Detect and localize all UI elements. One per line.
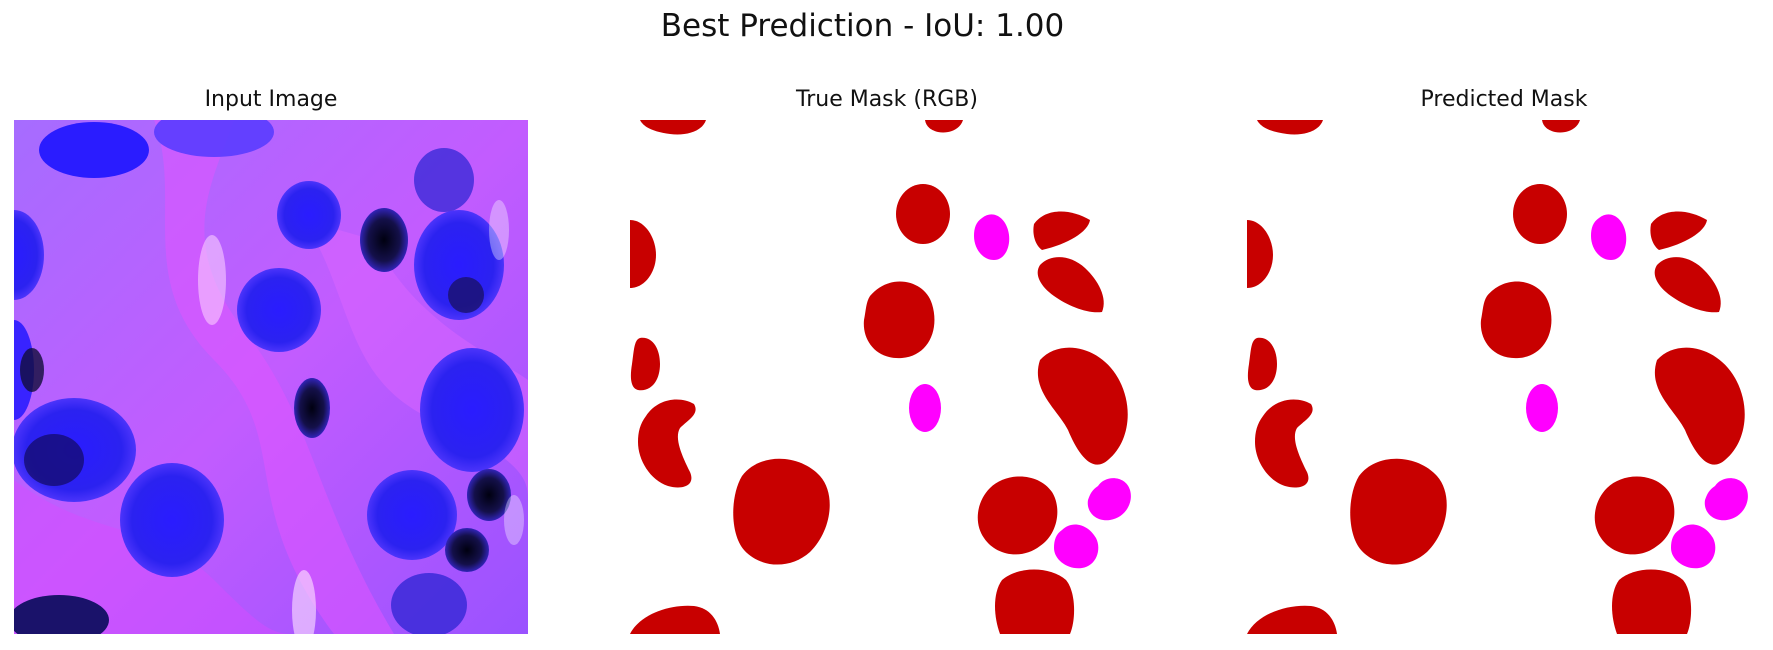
panel-title-input-image: Input Image <box>204 87 338 112</box>
input-image <box>14 120 528 634</box>
predicted-mask-image <box>1247 120 1761 634</box>
panel-true-mask: True Mask (RGB) <box>630 80 1144 634</box>
panel-predicted-mask: Predicted Mask <box>1247 80 1761 634</box>
panel-title-true-mask: True Mask (RGB) <box>796 87 978 112</box>
panel-input-image: Input Image <box>14 80 528 634</box>
figure-title: Best Prediction - IoU: 1.00 <box>660 8 1065 44</box>
panel-title-predicted-mask: Predicted Mask <box>1420 87 1588 112</box>
true-mask-image <box>630 120 1144 634</box>
